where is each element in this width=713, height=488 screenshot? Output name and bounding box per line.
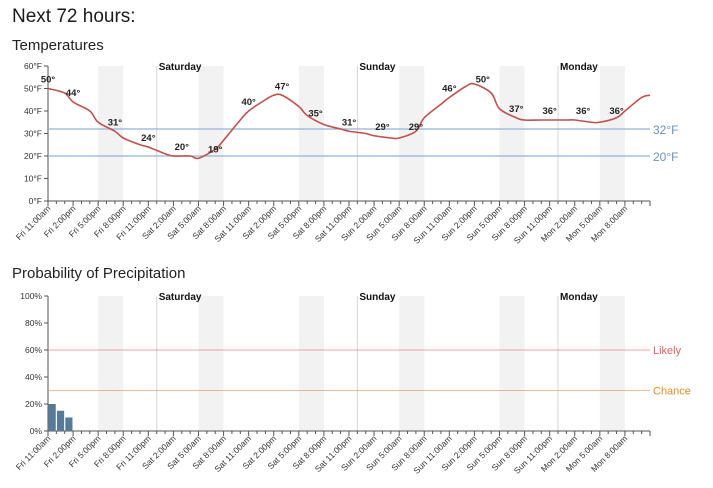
temperature-data-label: 29° bbox=[375, 122, 390, 133]
night-band bbox=[599, 66, 625, 201]
temperature-data-label: 24° bbox=[141, 133, 156, 144]
temperature-chart: Saturday Sunday Monday 0°F 10°F 20°F 30°F 40°F 5… bbox=[14, 61, 679, 246]
temperature-data-label: 40° bbox=[241, 97, 256, 108]
temperature-data-label: 31° bbox=[342, 117, 357, 128]
temperature-data-label: 19° bbox=[208, 144, 223, 155]
night-band bbox=[298, 296, 324, 431]
temperature-data-label: 35° bbox=[308, 108, 323, 119]
precipitation-chart: Saturday Sunday Monday0%20%40%60%80%100%Fr… bbox=[14, 291, 691, 476]
night-band bbox=[198, 296, 224, 431]
precip-y-label: 20% bbox=[25, 399, 42, 409]
precip-y-label: 100% bbox=[20, 291, 42, 301]
day-label: Saturday bbox=[159, 62, 202, 73]
temperature-data-label: 36° bbox=[609, 106, 624, 117]
day-label: Sunday bbox=[359, 62, 396, 73]
temperature-data-label: 47° bbox=[275, 81, 290, 92]
temperature-data-label: 31° bbox=[108, 117, 123, 128]
night-band bbox=[499, 296, 525, 431]
temperature-data-label: 20° bbox=[175, 142, 190, 153]
temp-y-label: 40°F bbox=[24, 106, 42, 116]
temperature-data-label: 37° bbox=[509, 104, 524, 115]
night-band bbox=[98, 296, 124, 431]
temp-y-label: 10°F bbox=[24, 174, 42, 184]
night-band bbox=[298, 66, 324, 201]
precipitation-bar bbox=[65, 417, 73, 431]
precipitation-bar bbox=[56, 410, 65, 431]
precip-y-label: 60% bbox=[25, 345, 42, 355]
temperature-data-label: 29° bbox=[409, 122, 424, 133]
temperature-data-label: 44° bbox=[66, 88, 81, 99]
reference-line-label: Chance bbox=[653, 386, 691, 398]
temperature-data-label: 46° bbox=[442, 84, 457, 95]
day-label: Monday bbox=[560, 292, 598, 303]
reference-line-label: Likely bbox=[653, 345, 682, 357]
temperature-line bbox=[47, 82, 651, 160]
day-label: Sunday bbox=[359, 292, 396, 303]
temp-y-label: 50°F bbox=[24, 84, 42, 94]
night-band bbox=[499, 66, 525, 201]
temperature-data-label: 50° bbox=[41, 75, 56, 86]
reference-line-label: 32°F bbox=[653, 123, 678, 137]
temperature-chart-title: Temperatures bbox=[12, 37, 104, 54]
day-label: Saturday bbox=[159, 292, 202, 303]
day-label: Monday bbox=[560, 62, 598, 73]
night-band bbox=[198, 66, 224, 201]
temperature-data-label: 50° bbox=[476, 75, 491, 86]
precip-y-label: 40% bbox=[25, 372, 42, 382]
precip-y-label: 0% bbox=[30, 426, 43, 436]
temp-y-label: 30°F bbox=[24, 129, 42, 139]
precipitation-chart-title: Probability of Precipitation bbox=[12, 265, 186, 282]
temp-y-label: 60°F bbox=[24, 61, 42, 71]
temp-y-label: 0°F bbox=[29, 196, 42, 206]
page-title: Next 72 hours: bbox=[12, 6, 136, 27]
reference-line-label: 20°F bbox=[653, 150, 678, 164]
night-band bbox=[599, 296, 625, 431]
temp-y-label: 20°F bbox=[24, 151, 42, 161]
precip-y-label: 80% bbox=[25, 318, 42, 328]
temperature-data-label: 36° bbox=[542, 106, 557, 117]
night-band bbox=[399, 296, 425, 431]
night-band bbox=[98, 66, 124, 201]
precipitation-bar bbox=[48, 404, 56, 431]
temperature-data-label: 36° bbox=[576, 106, 591, 117]
